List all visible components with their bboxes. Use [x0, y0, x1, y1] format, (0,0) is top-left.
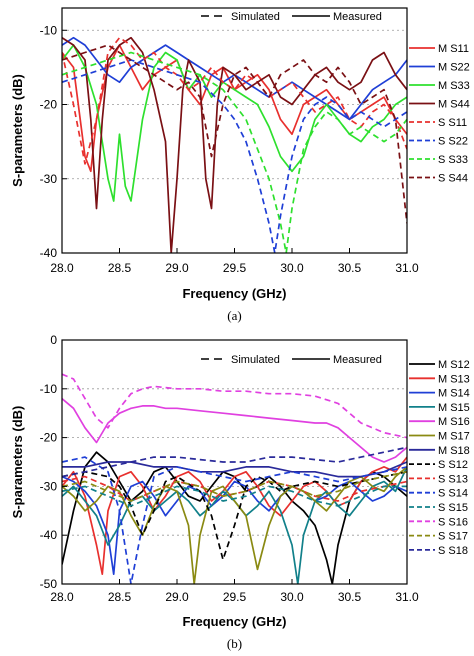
y-tick-label: -20	[40, 98, 58, 112]
y-tick-label: -20	[40, 431, 58, 445]
legend-label: S S14	[438, 488, 468, 500]
series-line	[62, 456, 407, 576]
x-tick-label: 30.5	[338, 590, 362, 604]
series-line	[62, 44, 407, 224]
x-tick-label: 29.0	[165, 590, 189, 604]
legend-label: S S12	[438, 459, 468, 471]
chart-a: 28.0 28.5 29.0 29.5 30.0 30.5 31.0 -10 -20 -30 -40…	[10, 7, 470, 323]
y-tick-label: -30	[40, 172, 58, 186]
figure-caption: (b)	[227, 636, 242, 651]
legend-label-measured: Measured	[333, 11, 382, 23]
x-tick-label: 28.0	[50, 590, 74, 604]
y-tick-label: -40	[40, 246, 58, 260]
legend-label: S S16	[438, 516, 468, 528]
y-axis-label: S-parameters (dB)	[10, 406, 25, 519]
series-line	[62, 397, 407, 463]
legend-label: S S11	[438, 117, 467, 129]
y-tick-label: -40	[40, 528, 58, 542]
series-line	[62, 44, 407, 173]
y-tick-label: -10	[40, 23, 58, 37]
chart-b: 28.0 28.5 29.0 29.5 30.0 30.5 31.0 0 -10 -20 -30 -4…	[10, 333, 470, 651]
y-tick-label: -10	[40, 382, 58, 396]
legend-label: S S18	[438, 545, 468, 557]
series-line	[62, 36, 407, 121]
legend-label: S S33	[438, 154, 468, 166]
series-line	[62, 485, 407, 507]
series-line	[62, 475, 407, 576]
legend-label: M S13	[438, 373, 470, 385]
series-line	[62, 456, 407, 584]
legend-label-simulated: Simulated	[231, 11, 280, 23]
legend-label: M S15	[438, 402, 470, 414]
x-tick-label: 28.5	[108, 590, 132, 604]
x-axis-label: Frequency (GHz)	[182, 614, 286, 629]
legend-label: S S13	[438, 473, 468, 485]
y-tick-label: 0	[50, 333, 57, 347]
legend-label-simulated: Simulated	[231, 354, 280, 366]
legend-label: M S44	[438, 99, 470, 111]
legend-label: S S44	[438, 173, 468, 185]
x-tick-label: 30.5	[338, 261, 362, 275]
legend-label: M S33	[438, 80, 470, 92]
legend-label: M S17	[438, 431, 470, 443]
x-tick-label: 31.0	[395, 261, 419, 275]
series-line	[62, 373, 407, 439]
series-line	[62, 59, 407, 253]
y-tick-label: -50	[40, 577, 58, 591]
series-group	[62, 36, 407, 253]
x-tick-label: 30.0	[280, 590, 304, 604]
x-tick-label: 31.0	[395, 590, 419, 604]
legend-label: S S17	[438, 531, 468, 543]
x-tick-label: 28.0	[50, 261, 74, 275]
y-tick-label: -30	[40, 479, 58, 493]
series-line	[62, 446, 407, 478]
legend-label: M S22	[438, 62, 470, 74]
x-tick-label: 29.5	[223, 590, 247, 604]
legend-label: M S12	[438, 359, 470, 371]
series-line	[62, 461, 407, 478]
y-axis-label: S-parameters (dB)	[10, 74, 25, 187]
x-axis-label: Frequency (GHz)	[182, 286, 286, 301]
legend-label: M S18	[438, 445, 470, 457]
series-line	[62, 470, 407, 502]
legend-label-measured: Measured	[333, 354, 382, 366]
series-group	[62, 373, 407, 584]
x-tick-label: 28.5	[108, 261, 132, 275]
series-line	[62, 51, 407, 253]
series-line	[62, 470, 407, 561]
figure-caption: (a)	[227, 308, 241, 323]
legend-label: S S22	[438, 136, 468, 148]
plot-frame	[61, 7, 408, 254]
x-tick-label: 29.0	[165, 261, 189, 275]
x-tick-label: 30.0	[280, 261, 304, 275]
series-line	[62, 36, 407, 253]
legend-label: M S11	[438, 43, 469, 55]
legend-label: S S15	[438, 502, 468, 514]
x-tick-label: 29.5	[223, 261, 247, 275]
legend-label: M S14	[438, 388, 470, 400]
series-line	[62, 451, 407, 584]
legend-label: M S16	[438, 416, 470, 428]
